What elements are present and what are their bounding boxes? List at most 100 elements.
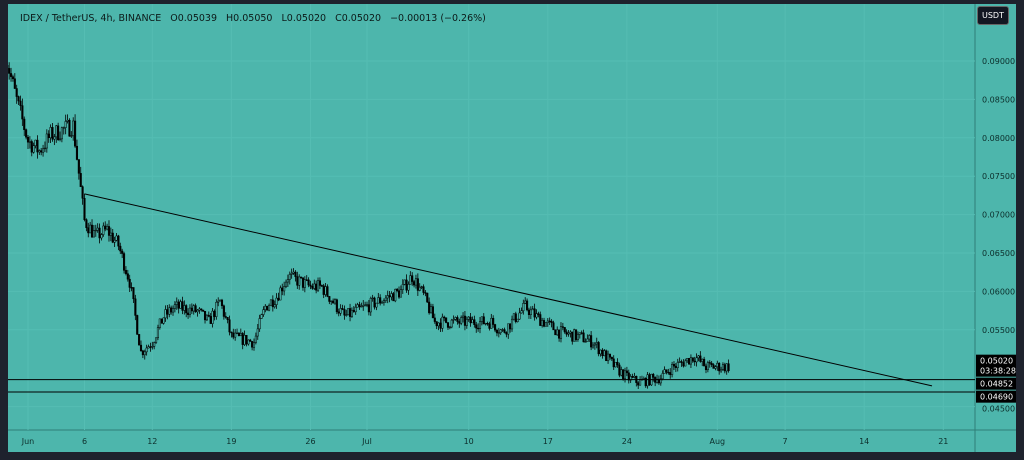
candle-body <box>79 173 82 187</box>
candle-body <box>558 329 561 339</box>
candle-body <box>94 229 97 232</box>
candle-body <box>326 286 329 297</box>
candle-body <box>96 227 99 231</box>
candle-body <box>590 335 593 348</box>
candle-body <box>15 88 18 97</box>
candle-body <box>433 317 436 322</box>
candle-body <box>701 358 704 362</box>
candle-body <box>239 333 242 337</box>
candle-body <box>623 370 627 380</box>
candle-body <box>520 310 523 314</box>
candle-body <box>599 349 602 355</box>
candle-body <box>350 309 353 317</box>
level-price-label: 0.04690 <box>980 393 1013 402</box>
candle-body <box>107 226 111 236</box>
candle-body <box>49 127 52 139</box>
candle-body <box>162 317 165 324</box>
candle-body <box>373 297 376 308</box>
candle-body <box>665 369 668 373</box>
candle-body <box>269 299 272 306</box>
candle-body <box>422 286 425 293</box>
candle-body <box>371 297 374 300</box>
candle-body <box>663 369 666 374</box>
candle-body <box>275 297 278 305</box>
candle-body <box>514 313 517 322</box>
candle-body <box>716 362 719 367</box>
candle-body <box>305 279 308 281</box>
candle-body <box>490 317 493 329</box>
candle-body <box>644 378 647 387</box>
ohlc-open: O0.05039 <box>170 13 217 24</box>
candle-body <box>559 326 563 339</box>
candle-body <box>445 317 448 323</box>
candle-body <box>605 350 608 362</box>
candle-body <box>181 301 184 311</box>
candle-body <box>249 339 252 342</box>
time-tick-label: Jul <box>361 437 372 446</box>
candle-body <box>358 304 361 307</box>
candle-body <box>337 311 340 314</box>
candle-body <box>83 198 86 220</box>
candle-body <box>584 341 587 343</box>
candle-body <box>98 227 101 239</box>
candle-body <box>563 327 566 333</box>
ohlc-low: L0.05020 <box>281 13 327 24</box>
candle-body <box>413 281 416 286</box>
candle-body <box>586 338 589 342</box>
candle-body <box>166 309 169 315</box>
candle-body <box>43 147 47 150</box>
candle-body <box>268 305 271 311</box>
candle-body <box>271 299 274 308</box>
candle-body <box>672 364 676 367</box>
candle-body <box>676 362 679 368</box>
candle-body <box>11 76 14 79</box>
candle-body <box>669 372 672 375</box>
candle-body <box>458 321 461 324</box>
candle-body <box>367 304 370 313</box>
candle-body <box>170 307 173 313</box>
candle-body <box>313 283 316 289</box>
candle-body <box>226 317 229 320</box>
candle-body <box>151 346 154 348</box>
candle-body <box>45 133 48 149</box>
candle-body <box>381 301 384 304</box>
currency-button[interactable]: USDT <box>977 6 1009 25</box>
candle-body <box>87 227 90 234</box>
candle-body <box>595 342 598 345</box>
candle-body <box>260 314 263 319</box>
candle-body <box>556 329 559 336</box>
candle-body <box>205 314 208 321</box>
candle-body <box>243 335 246 345</box>
candle-body <box>328 296 331 302</box>
candle-body <box>494 324 497 331</box>
candle-body <box>217 300 220 303</box>
candle-body <box>311 286 314 289</box>
candle-body <box>369 298 372 313</box>
candle-body <box>575 329 578 340</box>
candle-body <box>111 232 114 243</box>
candle-body <box>541 320 544 326</box>
candle-body <box>509 323 512 330</box>
candle-body <box>117 235 120 247</box>
candle-body <box>384 297 387 301</box>
candle-body <box>516 318 519 322</box>
candle-body <box>68 119 71 137</box>
candle-body <box>501 329 504 331</box>
price-chart-svg[interactable]: 0.09000 0.08500 0.08000 0.07500 0.07000 0.065… <box>8 4 1016 452</box>
candle-body <box>390 293 393 298</box>
level-price-tag <box>976 390 1016 403</box>
candle-body <box>533 308 536 318</box>
candle-body <box>407 284 410 291</box>
candle-body <box>228 319 231 333</box>
candle-body <box>19 100 22 106</box>
symbol-legend: IDEX / TetherUS, 4h, BINANCE O0.05039 H0… <box>20 13 492 24</box>
candle-body <box>522 303 525 312</box>
candle-body <box>691 357 694 362</box>
chart-area[interactable]: 0.09000 0.08500 0.08000 0.07500 0.07000 0.065… <box>8 4 1016 452</box>
candle-body <box>725 363 728 372</box>
candle-body <box>23 118 26 130</box>
candle-body <box>659 378 662 384</box>
candle-body <box>612 358 615 368</box>
candle-body <box>622 369 625 380</box>
candle-body <box>30 141 33 153</box>
